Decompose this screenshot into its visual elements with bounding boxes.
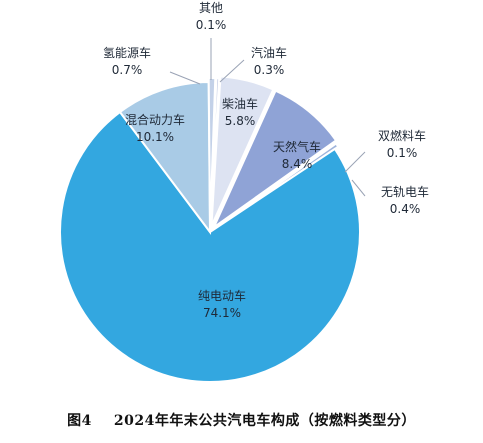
- slice-name-label: 汽油车: [251, 45, 287, 60]
- slice-name-label: 混合动力车: [125, 112, 185, 127]
- slice-name-label: 双燃料车: [378, 128, 426, 143]
- leader-line: [351, 179, 366, 197]
- slice-value-label: 0.3%: [254, 63, 285, 77]
- slice-value-label: 10.1%: [136, 130, 174, 144]
- figure-label: 图4: [67, 413, 92, 429]
- leader-line: [344, 151, 366, 173]
- slice-name-label: 纯电动车: [198, 288, 246, 303]
- pie-slice: [209, 77, 221, 229]
- slice-value-label: 0.1%: [387, 146, 418, 160]
- slice-value-label: 0.4%: [390, 202, 421, 216]
- pie-chart: 其他 0.1% 汽油车 0.3% 柴油车 5.8% 天然气车 8.4% 双燃料车 0.1% 无轨电车…: [59, 1, 429, 383]
- pie-slice: [207, 77, 217, 229]
- slice-value-label: 0.7%: [112, 63, 143, 77]
- slice-value-label: 5.8%: [225, 114, 256, 128]
- figure-caption: 图4 2024年年末公共汽电车构成（按燃料类型分）: [0, 410, 483, 430]
- slice-value-label: 8.4%: [282, 157, 313, 171]
- slice-value-label: 0.1%: [196, 18, 227, 32]
- pie-slice: [59, 110, 361, 383]
- pie-slice: [118, 80, 212, 236]
- pie-slice: [210, 75, 275, 227]
- leader-line: [169, 71, 201, 85]
- slice-name-label: 天然气车: [273, 139, 321, 154]
- slice-name-label: 氢能源车: [103, 45, 151, 60]
- slice-name-label: 柴油车: [222, 96, 258, 111]
- chart-title: 2024年年末公共汽电车构成（按燃料类型分）: [113, 413, 416, 429]
- leader-line: [219, 59, 245, 83]
- slice-name-label: 无轨电车: [381, 184, 429, 199]
- slice-value-label: 74.1%: [203, 306, 241, 320]
- slice-name-label: 其他: [199, 1, 223, 15]
- pie-slice: [211, 89, 338, 231]
